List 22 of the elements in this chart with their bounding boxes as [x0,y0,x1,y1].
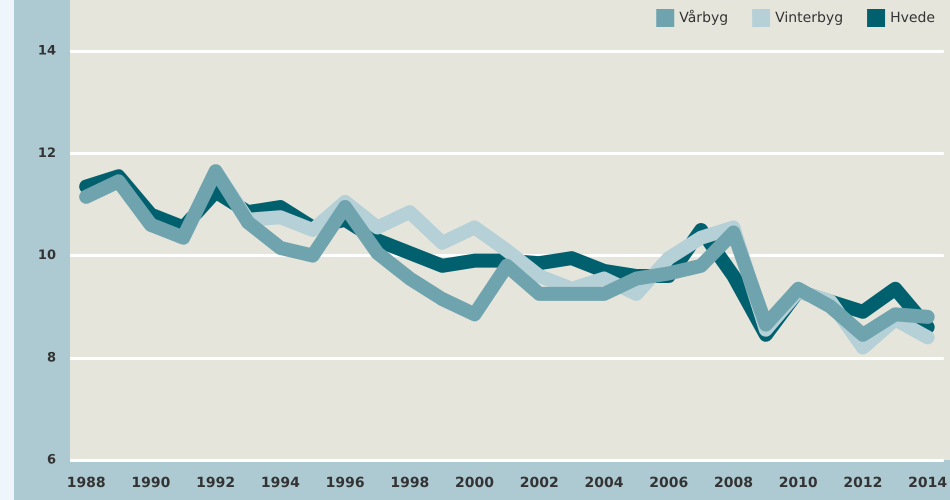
x-tick-label: 2012 [843,475,882,491]
x-tick-label: 1996 [326,475,365,491]
y-tick-label: 10 [38,248,56,264]
x-tick-label: 1992 [196,475,236,491]
x-tick-label: 2008 [714,475,753,491]
legend-label: Vårbyg [679,9,728,26]
y-tick-label: 12 [38,146,56,161]
legend-label: Vinterbyg [775,10,844,26]
x-tick-label: 2000 [455,475,494,491]
x-tick-label: 1988 [66,475,106,491]
y-tick-label: 14 [38,44,56,59]
x-tick-label: 2004 [584,475,624,491]
legend-label: Hvede [890,10,936,26]
x-tick-label: 1998 [390,475,430,491]
y-tick-label: 8 [46,350,56,366]
x-tick-label: 2006 [649,475,688,491]
x-tick-label: 1990 [131,475,171,491]
x-tick-label: 2002 [520,475,559,491]
x-tick-label: 2010 [778,475,818,491]
y-tick-label: 6 [46,452,56,468]
x-tick-label: 2014 [908,475,948,491]
x-tick-label: 1994 [260,475,300,491]
